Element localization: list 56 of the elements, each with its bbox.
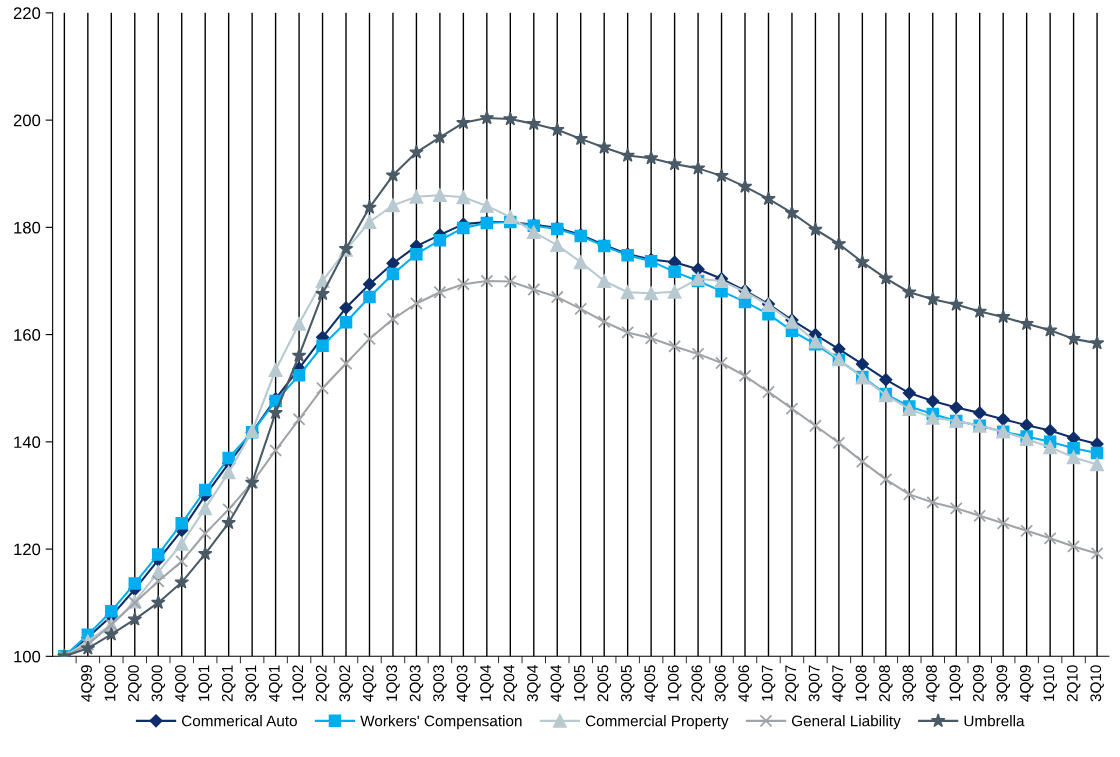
x-tick-label: 1Q04 <box>480 665 494 701</box>
x-tick-label: 4Q06 <box>738 665 752 702</box>
x-tick-label: 4Q07 <box>832 665 846 702</box>
x-tick-label: 3Q09 <box>996 665 1011 702</box>
x-tick-label: 2Q02 <box>315 665 330 702</box>
y-tick-label: 160 <box>14 329 41 341</box>
x-tick-label: 4Q00 <box>175 665 189 702</box>
x-tick-label: 3Q01 <box>245 665 259 702</box>
x-tick-label: 1Q02 <box>292 665 306 701</box>
x-tick-label: 3Q10 <box>1090 665 1104 702</box>
x-tick-label: 3Q00 <box>151 665 166 702</box>
x-tick-label: 2Q01 <box>221 665 236 702</box>
x-tick-label: 1Q09 <box>949 665 964 701</box>
x-tick-label: 2Q04 <box>503 665 518 702</box>
legend-label: Commerical Auto <box>182 715 297 727</box>
x-tick-label: 4Q09 <box>1019 665 1034 702</box>
y-tick-label: 120 <box>14 543 41 556</box>
x-tick-label: 4Q04 <box>550 665 565 702</box>
legend-label: General Liability <box>791 715 901 730</box>
x-tick-label: 3Q04 <box>527 665 541 702</box>
x-tick-label: 4Q03 <box>456 665 471 702</box>
x-tick-label: 1Q03 <box>386 665 400 701</box>
x-tick-label: 1Q10 <box>1043 665 1057 701</box>
y-tick-label: 220 <box>13 7 41 20</box>
x-tick-label: 3Q06 <box>714 665 729 702</box>
y-tick-label: 200 <box>13 114 41 127</box>
x-tick-label: 1Q00 <box>104 665 119 701</box>
x-tick-label: 2Q06 <box>691 665 705 702</box>
x-tick-label: 2Q09 <box>973 665 987 702</box>
x-tick-label: 3Q07 <box>808 665 823 702</box>
x-tick-label: 3Q05 <box>620 665 635 702</box>
x-tick-label: 3Q02 <box>339 665 353 702</box>
x-tick-label: 2Q03 <box>409 665 424 702</box>
x-tick-label: 2Q10 <box>1066 665 1081 702</box>
y-tick-label: 140 <box>14 436 41 449</box>
x-tick-label: 2Q00 <box>128 665 142 702</box>
legend-label: Workers' Compensation <box>360 715 522 730</box>
x-tick-label: 4Q01 <box>268 665 283 702</box>
x-tick-label: 1Q06 <box>667 665 682 701</box>
x-tick-label: 2Q08 <box>879 665 893 702</box>
x-tick-label: 1Q05 <box>574 665 588 701</box>
y-tick-label: 180 <box>14 221 41 234</box>
x-tick-label: 2Q05 <box>597 665 612 702</box>
x-tick-label: 4Q02 <box>362 665 377 702</box>
x-tick-label: 1Q07 <box>761 665 776 701</box>
x-tick-label: 2Q07 <box>785 665 799 702</box>
y-tick-label: 100 <box>14 650 41 663</box>
legend-label: Commercial Property <box>585 715 729 730</box>
x-tick-label: 1Q08 <box>855 665 870 701</box>
x-tick-label: 1Q01 <box>198 665 213 701</box>
x-tick-label: 4Q99 <box>81 665 95 702</box>
x-tick-label: 4Q08 <box>926 665 940 702</box>
x-tick-label: 4Q05 <box>644 665 658 702</box>
x-tick-label: 3Q03 <box>433 665 447 702</box>
legend-label: Umbrella <box>964 715 1025 727</box>
x-tick-label: 3Q08 <box>902 665 917 702</box>
